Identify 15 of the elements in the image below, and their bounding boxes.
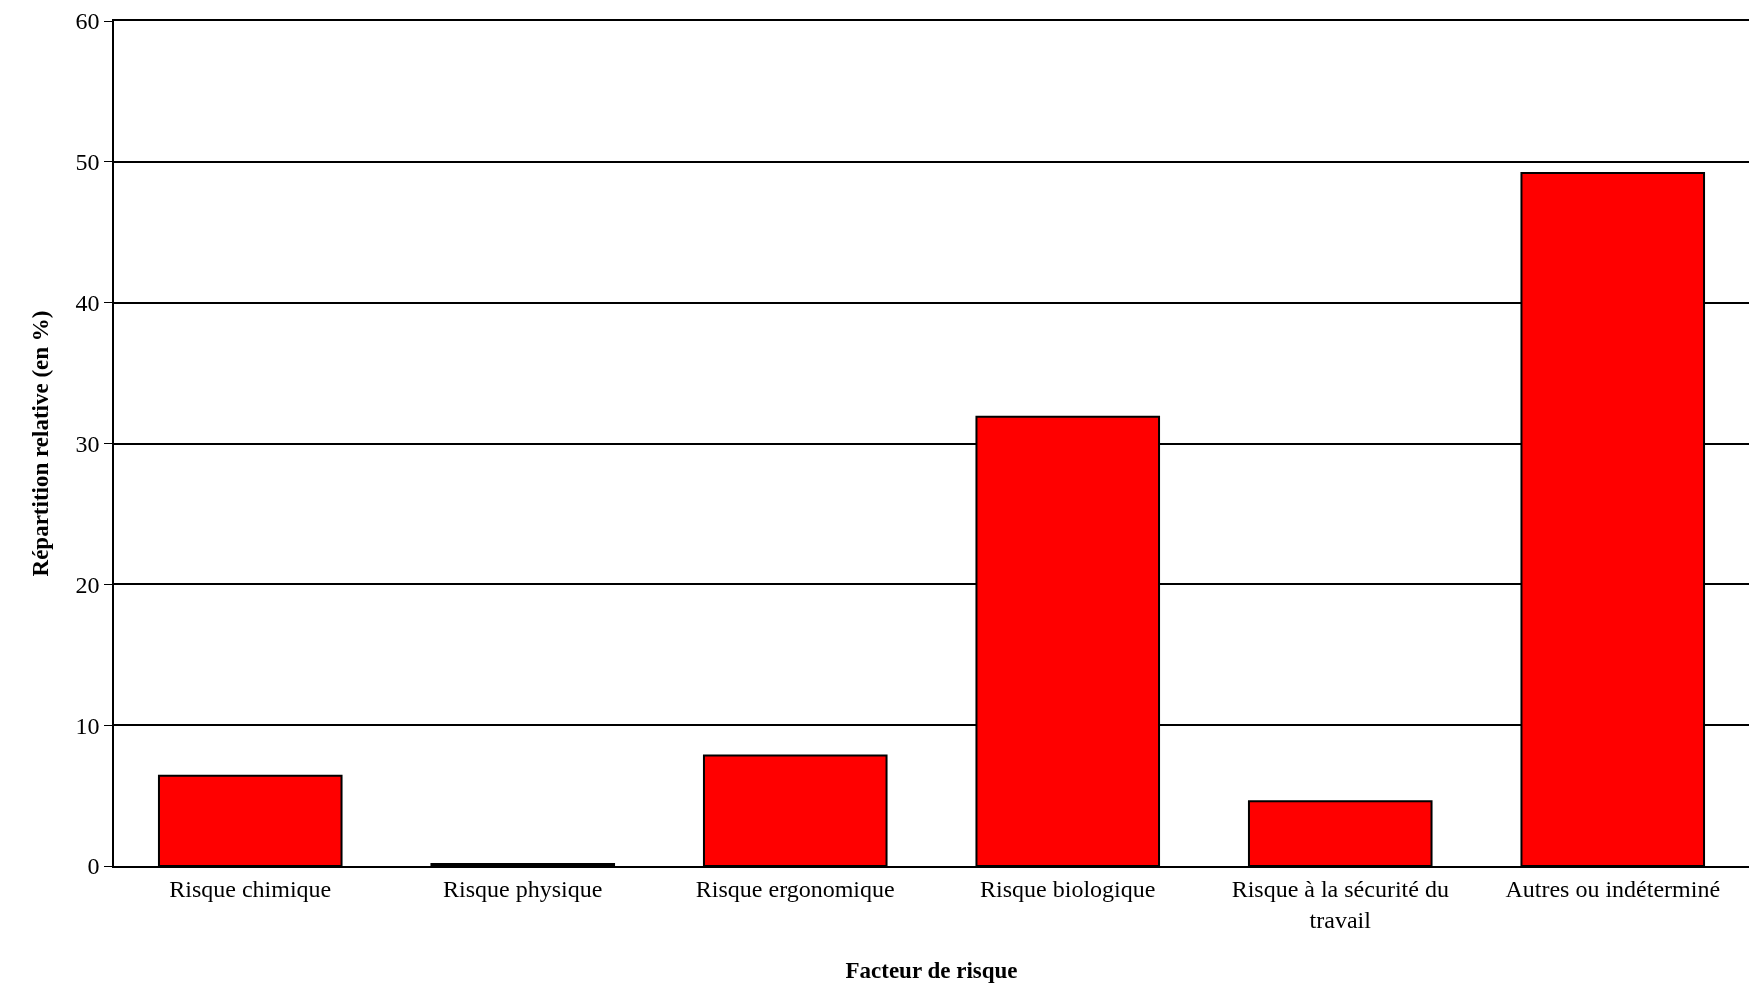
x-tick-label: Risque à la sécurité du travail (1231, 875, 1449, 933)
y-tick-label: 0 (87, 853, 100, 880)
y-tick-label: 50 (75, 149, 100, 176)
x-axis-title: Facteur de risque (845, 957, 1018, 983)
y-tick-label: 40 (75, 290, 100, 317)
x-tick-label: Risque physique (443, 875, 603, 902)
x-tick-label: Autres ou indéterminé (1505, 875, 1721, 902)
x-tick-label: Risque biologique (980, 875, 1156, 902)
y-axis-title: Répartition relative (en %) (28, 310, 54, 577)
y-tick-label: 30 (75, 430, 100, 457)
x-tick-label: Risque ergonomique (695, 875, 895, 902)
x-tick-label: Risque chimique (169, 875, 332, 902)
y-tick-label: 60 (75, 8, 100, 35)
y-tick-label: 20 (75, 571, 100, 598)
y-tick-label: 10 (75, 712, 100, 739)
